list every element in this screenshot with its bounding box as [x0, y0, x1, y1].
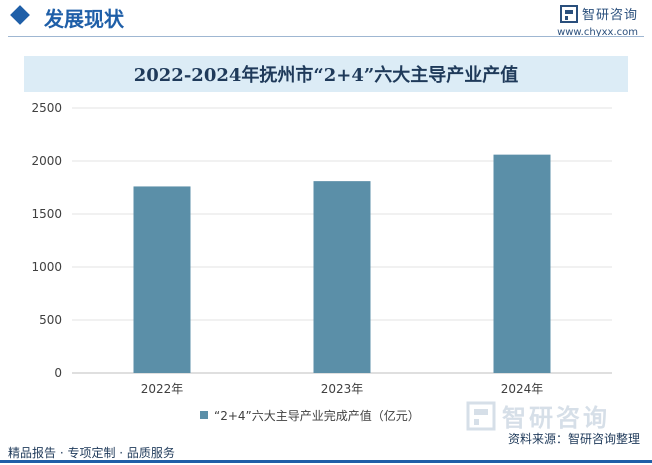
watermark-logo-icon [466, 401, 496, 430]
y-tick-label: 500 [39, 313, 62, 327]
bar-2[interactable] [313, 181, 371, 373]
site-url[interactable]: www.chyxx.com [557, 27, 638, 38]
y-tick-label: 2000 [31, 154, 62, 168]
brand-name: 智研咨询 [581, 8, 638, 23]
section-title: 发展现状 [44, 7, 124, 31]
header-divider [8, 36, 644, 37]
y-tick-label: 0 [54, 366, 62, 380]
y-tick-label: 1500 [31, 207, 62, 221]
watermark-text: 智研咨询 [502, 404, 610, 432]
brand: 智研咨询 [559, 4, 638, 23]
footer-divider [0, 460, 652, 463]
y-tick-label: 2500 [31, 101, 62, 115]
brand-logo-icon [559, 4, 578, 23]
chart-title: 2022-2024年抚州市“2+4”六大主导产业产值 [133, 65, 519, 86]
x-tick-label: 2023年 [321, 382, 364, 396]
x-tick-label: 2024年 [501, 382, 544, 396]
legend-swatch [200, 411, 208, 419]
legend-label: “2+4”六大主导产业完成产值（亿元） [214, 408, 420, 423]
x-tick-label: 2022年 [141, 382, 184, 396]
watermark-logo: 智研咨询 [466, 398, 610, 433]
page-header: 发展现状 智研咨询 www.chyxx.com [0, 0, 652, 40]
y-tick-label: 1000 [31, 260, 62, 274]
chart-title-banner: 2022-2024年抚州市“2+4”六大主导产业产值 [24, 56, 628, 92]
bar-1[interactable] [133, 186, 191, 373]
bar-3[interactable] [493, 154, 551, 373]
footer-tagline: 精品报告 · 专项定制 · 品质服务 [8, 446, 175, 460]
source-note: 资料来源：智研咨询整理 [507, 432, 640, 446]
bar-chart: 0 500 1000 1500 2000 2500 2022年 2023年 2024年 “2+4”… [31, 101, 612, 423]
